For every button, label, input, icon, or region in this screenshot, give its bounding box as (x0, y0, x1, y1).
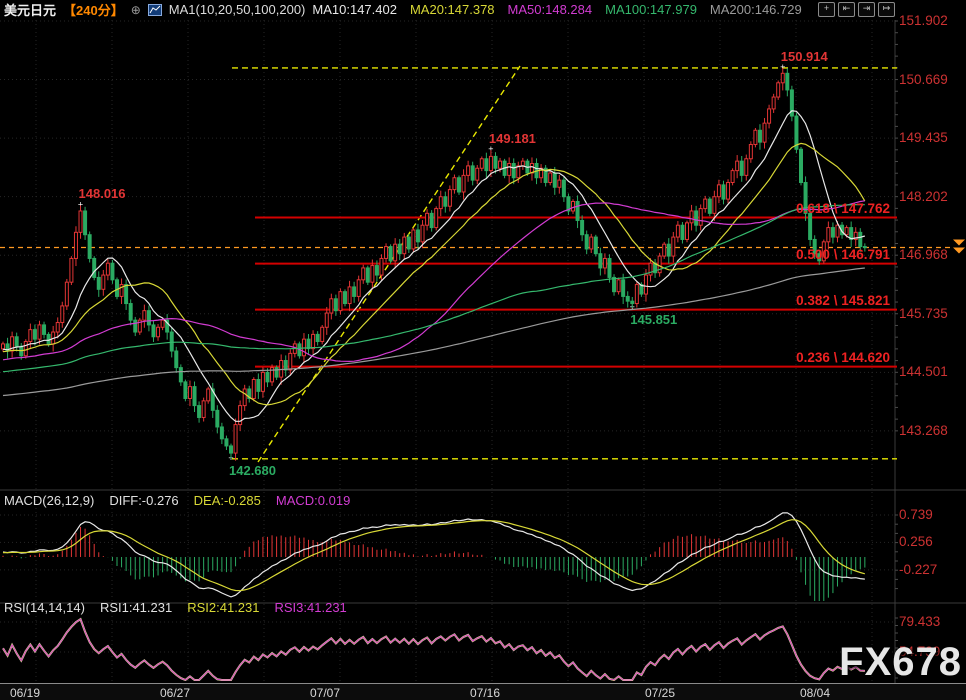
dea-line (3, 519, 866, 592)
ma10-legend-value: MA10:147.402 (312, 2, 397, 17)
collapse-icon[interactable]: ⊕ (130, 2, 141, 17)
rsi1-line (2, 617, 865, 681)
candlestick-series (1, 67, 867, 461)
ma100-legend-value: MA100:147.979 (605, 2, 697, 17)
ma100-line (2, 203, 865, 373)
ma-settings-label: MA1(10,20,50,100,200) (168, 2, 306, 17)
ma50-legend-value: MA50:148.284 (507, 2, 593, 17)
ma200-line (2, 267, 865, 397)
pan-right-icon[interactable]: ↦ (878, 2, 895, 17)
timeframe-label[interactable]: 【240分】 (63, 3, 124, 18)
ma-legend: MA10:147.402 MA20:147.378 MA50:148.284 MA10… (312, 2, 801, 17)
macd-panel (2, 512, 866, 601)
rsi2-value: RSI2:41.231 (187, 600, 260, 615)
rsi-header: RSI(14,14,14) RSI1:41.231 RSI2:41.231 RS… (4, 600, 347, 615)
move-tool-icon[interactable]: + (818, 2, 835, 17)
chart-header: 美元日元 【240分】 ⊕ MA1(10,20,50,100,200) MA10… (0, 0, 966, 19)
expand-x-icon[interactable]: ⇥ (858, 2, 875, 17)
ma20-legend-value: MA20:147.378 (409, 2, 495, 17)
macd-params-label: MACD(26,12,9) (4, 493, 95, 508)
rsi-panel (2, 617, 865, 681)
ma10-line (2, 110, 866, 422)
macd-header: MACD(26,12,9) DIFF:-0.276 DEA:-0.285 MAC… (4, 493, 350, 508)
ma50-line (2, 200, 865, 363)
time-axis[interactable]: 06/19 06/27 07/07 07/16 07/25 08/04 (0, 683, 966, 700)
date-tick-label: 07/25 (645, 686, 676, 700)
date-tick-label: 08/04 (800, 686, 831, 700)
ma-lines (2, 110, 866, 422)
rsi3-line (2, 618, 865, 681)
grid (0, 20, 966, 683)
date-tick-label: 06/19 (10, 686, 41, 700)
rsi2-line (2, 618, 865, 681)
annotations: +++++ (0, 62, 952, 463)
macd-hist-value: MACD:0.019 (275, 493, 351, 508)
date-tick-label: 07/07 (310, 686, 341, 700)
rsi1-value: RSI1:41.231 (99, 600, 173, 615)
compress-x-icon[interactable]: ⇤ (838, 2, 855, 17)
macd-diff-value: DIFF:-0.276 (109, 493, 179, 508)
diff-line (2, 512, 865, 598)
date-tick-label: 07/16 (470, 686, 501, 700)
chart-type-icon[interactable] (147, 3, 162, 16)
extreme-cross-icon: + (780, 62, 785, 72)
extreme-cross-icon: + (78, 199, 83, 209)
date-tick-label: 06/27 (160, 686, 191, 700)
current-price-marker (953, 239, 965, 254)
rsi3-value: RSI3:41.231 (274, 600, 347, 615)
rsi-params-label: RSI(14,14,14) (4, 600, 85, 615)
ma200-legend-value: MA200:146.729 (709, 2, 802, 17)
watermark: FX678 (839, 640, 962, 684)
ma20-line (2, 142, 866, 406)
extreme-cross-icon: + (488, 144, 493, 154)
symbol-title: 美元日元 (4, 3, 57, 18)
chart-toolbar: + ⇤ ⇥ ↦ (818, 2, 895, 17)
macd-dea-value: DEA:-0.285 (193, 493, 261, 508)
